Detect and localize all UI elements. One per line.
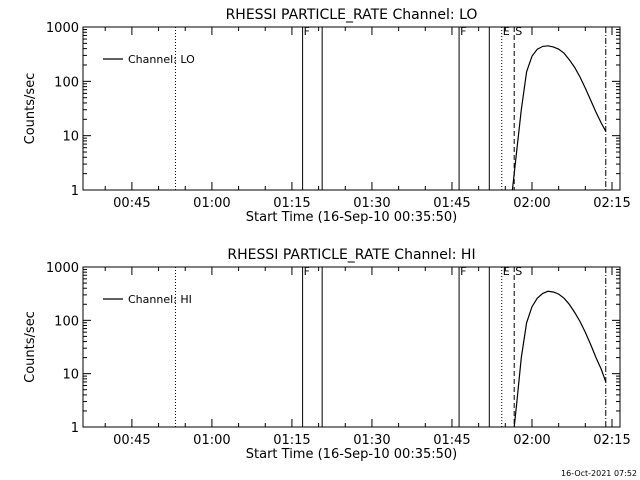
x-tick-label: 01:45 [433,196,470,211]
y-tick-label: 100 [54,75,79,90]
y-tick-label: 1000 [46,21,79,36]
x-axis-label: Start Time (16-Sep-10 00:35:50) [246,210,457,225]
plot-frame [82,266,621,428]
x-axis-label: Start Time (16-Sep-10 00:35:50) [246,447,457,462]
plot-frame [82,26,621,191]
x-tick-label: 00:45 [113,196,150,211]
marker-label: S [515,265,522,278]
chart-title: RHESSI PARTICLE_RATE Channel: LO [226,7,478,23]
x-tick-label: 02:15 [593,196,630,211]
marker-label: S [515,25,522,38]
chart-panel-lo: RHESSI PARTICLE_RATE Channel: LO 00:45 01:… [23,7,631,225]
x-tick-label: 01:00 [193,433,230,448]
marker-label: E [503,25,510,38]
y-axis-label: Counts/sec [23,311,38,383]
footer-timestamp: 16-Oct-2021 07:52 [561,469,637,478]
x-tick-label: 01:00 [193,196,230,211]
x-tick-label: 00:45 [113,433,150,448]
marker-label: F [460,265,466,278]
marker-label: F [304,265,310,278]
chart-title: RHESSI PARTICLE_RATE Channel: HI [227,247,475,263]
marker-label: F [304,25,310,38]
x-tick-label: 02:00 [513,433,550,448]
x-tick-label: 02:00 [513,196,550,211]
x-tick-label: 01:45 [433,433,470,448]
y-tick-label: 100 [54,314,79,329]
chart-panel-hi: RHESSI PARTICLE_RATE Channel: HI 00:45 01:… [23,247,631,462]
marker-label: E [503,265,510,278]
marker-label: F [460,25,466,38]
y-tick-label: 1000 [46,261,79,276]
x-tick-label: 01:15 [273,433,310,448]
x-tick-label: 02:15 [593,433,630,448]
y-axis-label: Counts/sec [23,73,38,145]
y-tick-label: 1 [71,421,79,436]
y-tick-label: 10 [62,130,79,145]
y-tick-label: 1 [71,184,79,199]
series-line [513,290,607,428]
legend-label: Channel: HI [128,293,192,306]
legend-label: Channel: LO [128,53,195,66]
x-tick-label: 01:30 [353,196,390,211]
y-tick-label: 10 [62,368,79,383]
x-tick-label: 01:30 [353,433,390,448]
series-line [511,45,607,191]
x-tick-label: 01:15 [273,196,310,211]
